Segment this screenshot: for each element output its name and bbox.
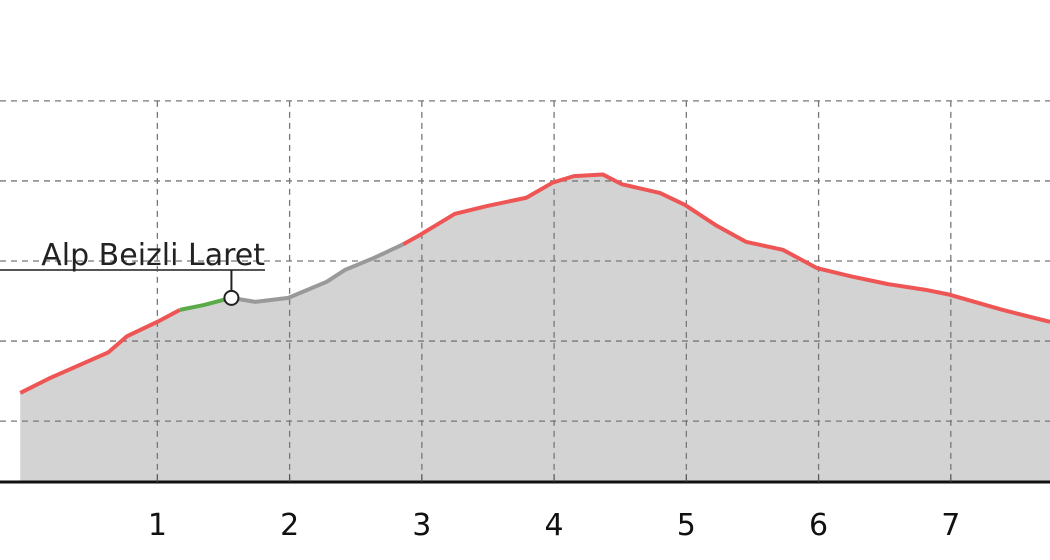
profile-segment bbox=[179, 295, 232, 312]
x-tick-label: 1 bbox=[148, 508, 167, 543]
x-tick-label: 4 bbox=[545, 508, 564, 543]
waypoint-marker bbox=[223, 289, 240, 306]
profile-segment bbox=[231, 242, 405, 304]
waypoint-label: Alp Beizli Laret bbox=[41, 238, 265, 273]
profile-area bbox=[20, 174, 1050, 482]
profile-segment bbox=[19, 308, 181, 395]
x-tick-label: 7 bbox=[941, 508, 960, 543]
x-tick-label: 5 bbox=[677, 508, 696, 543]
x-tick-label: 3 bbox=[412, 508, 431, 543]
x-tick-label: 2 bbox=[280, 508, 299, 543]
x-tick-label: 6 bbox=[809, 508, 828, 543]
profile-segment bbox=[402, 172, 1050, 324]
